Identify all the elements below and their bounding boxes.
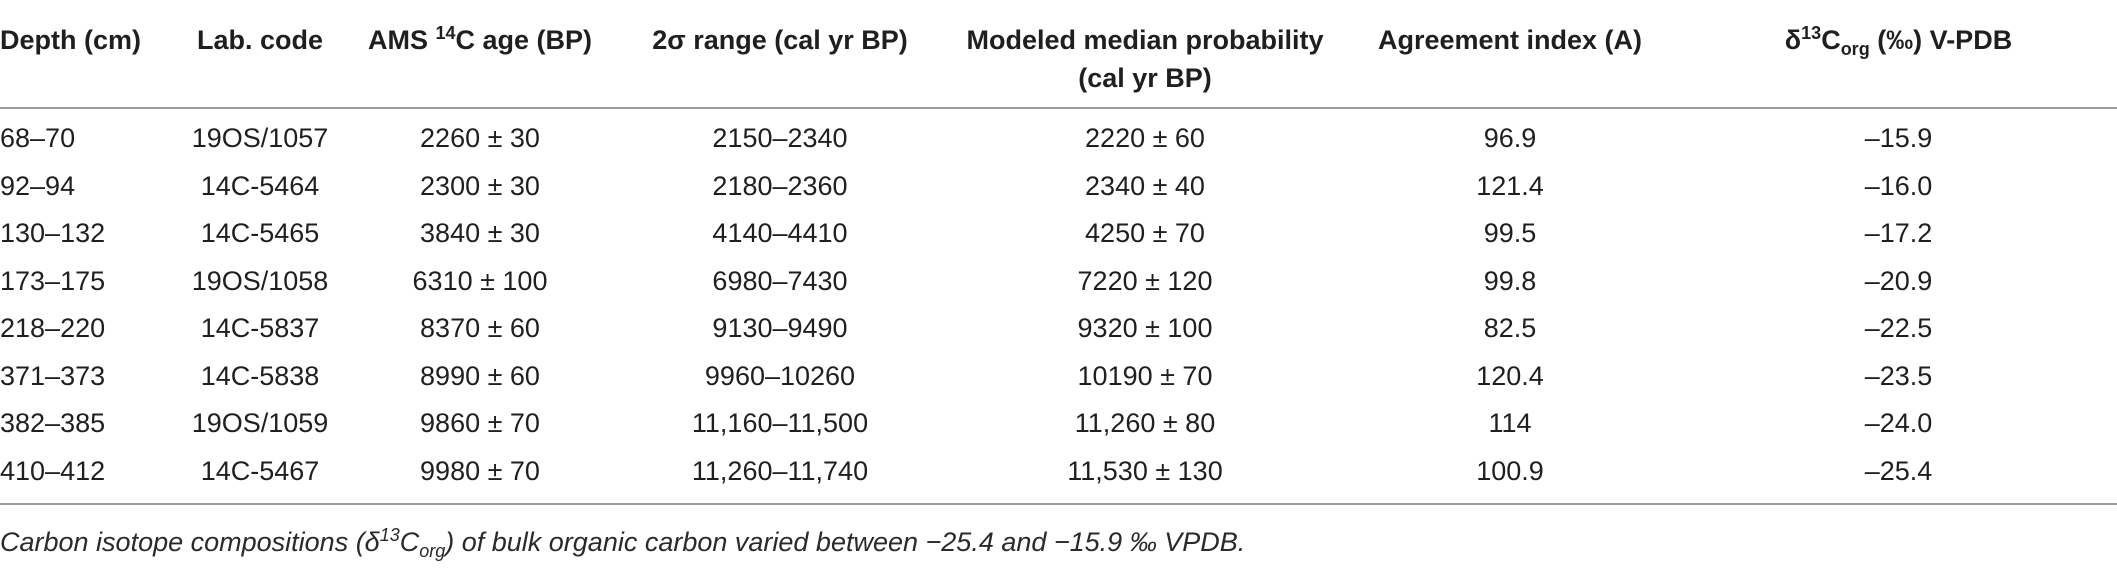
cell-ams-age: 3840 ± 30 (420, 218, 540, 249)
cell-agreement-index: 96.9 (1483, 123, 1537, 154)
cell-ams-age: 9860 ± 70 (420, 408, 540, 439)
cell-delta13c: –24.0 (1864, 408, 1933, 439)
cell-depth: 382–385 (0, 408, 106, 439)
cell-2sigma-range: 4140–4410 (712, 218, 848, 249)
cell-agreement-index: 82.5 (1483, 313, 1537, 344)
cell-2sigma-range: 6980–7430 (712, 265, 848, 296)
cell-lab-code: 14C-5838 (200, 360, 320, 391)
cell-lab-code: 14C-5465 (200, 218, 320, 249)
cell-agreement-index: 121.4 (1476, 170, 1544, 201)
cell-delta13c: –17.2 (1864, 218, 1933, 249)
table-row: 92–94 14C-5464 2300 ± 30 2180–2360 2340 ± 40… (0, 163, 2117, 211)
cell-modeled-median: 11,530 ± 130 (1067, 455, 1223, 486)
cell-2sigma-range: 2150–2340 (712, 123, 848, 154)
header-agreement-index: Agreement index (A) (1377, 25, 1643, 55)
cell-depth: 218–220 (0, 313, 106, 344)
cell-modeled-median: 9320 ± 100 (1077, 313, 1213, 344)
table-row: 382–385 19OS/1059 9860 ± 70 11,160–11,500 11… (0, 400, 2117, 448)
cell-agreement-index: 114 (1488, 408, 1532, 439)
cell-modeled-median: 4250 ± 70 (1085, 218, 1205, 249)
table-header-row: Depth (cm) Lab. code AMS 14C age (BP) 2σ… (0, 5, 2117, 108)
cell-depth: 410–412 (0, 455, 106, 486)
cell-lab-code: 19OS/1058 (191, 265, 329, 296)
table-row: 218–220 14C-5837 8370 ± 60 9130–9490 9320 ± … (0, 305, 2117, 353)
radiocarbon-table: Depth (cm) Lab. code AMS 14C age (BP) 2σ… (0, 5, 2117, 505)
cell-delta13c: –23.5 (1864, 360, 1933, 391)
cell-agreement-index: 99.5 (1483, 218, 1537, 249)
cell-depth: 130–132 (0, 218, 106, 249)
cell-lab-code: 14C-5464 (200, 170, 320, 201)
cell-ams-age: 8370 ± 60 (420, 313, 540, 344)
cell-2sigma-range: 11,260–11,740 (691, 455, 869, 486)
cell-2sigma-range: 11,160–11,500 (691, 408, 869, 439)
cell-delta13c: –16.0 (1864, 170, 1933, 201)
cell-agreement-index: 120.4 (1476, 360, 1544, 391)
cell-lab-code: 19OS/1057 (191, 123, 329, 154)
header-ams-age: AMS 14C age (BP) (367, 23, 593, 55)
cell-ams-age: 8990 ± 60 (420, 360, 540, 391)
cell-modeled-median: 11,260 ± 80 (1074, 408, 1216, 439)
cell-delta13c: –20.9 (1864, 265, 1933, 296)
cell-delta13c: –22.5 (1864, 313, 1933, 344)
cell-lab-code: 14C-5467 (200, 455, 320, 486)
cell-2sigma-range: 9130–9490 (712, 313, 848, 344)
cell-ams-age: 6310 ± 100 (412, 265, 548, 296)
cell-lab-code: 14C-5837 (200, 313, 320, 344)
cell-depth: 173–175 (0, 265, 106, 296)
cell-modeled-median: 7220 ± 120 (1077, 265, 1213, 296)
cell-modeled-median: 2220 ± 60 (1085, 123, 1205, 154)
table-row: 173–175 19OS/1058 6310 ± 100 6980–7430 7220 … (0, 258, 2117, 306)
cell-modeled-median: 2340 ± 40 (1085, 170, 1205, 201)
table-caption: Carbon isotope compositions (δ13Corg) of… (0, 525, 1246, 561)
table-row: 371–373 14C-5838 8990 ± 60 9960–10260 10190 … (0, 353, 2117, 401)
header-lab-code: Lab. code (196, 25, 324, 55)
cell-ams-age: 9980 ± 70 (420, 455, 540, 486)
cell-modeled-median: 10190 ± 70 (1077, 360, 1213, 391)
cell-agreement-index: 100.9 (1476, 455, 1544, 486)
cell-2sigma-range: 9960–10260 (704, 360, 856, 391)
cell-agreement-index: 99.8 (1483, 265, 1537, 296)
header-delta13c: δ13Corg (‰) V-PDB (1784, 23, 2013, 59)
table-row: 410–412 14C-5467 9980 ± 70 11,260–11,740 11,… (0, 448, 2117, 504)
cell-ams-age: 2300 ± 30 (420, 170, 540, 201)
cell-2sigma-range: 2180–2360 (712, 170, 848, 201)
header-depth: Depth (cm) (0, 25, 141, 55)
cell-depth: 68–70 (0, 123, 76, 154)
header-modeled-median: Modeled median probability (cal yr BP) (966, 25, 1324, 93)
cell-depth: 371–373 (0, 360, 106, 391)
cell-lab-code: 19OS/1059 (191, 408, 329, 439)
cell-ams-age: 2260 ± 30 (420, 123, 540, 154)
cell-depth: 92–94 (0, 170, 76, 201)
table-row: 68–70 19OS/1057 2260 ± 30 2150–2340 2220 ± 6… (0, 108, 2117, 163)
header-2sigma-range: 2σ range (cal yr BP) (652, 25, 908, 55)
cell-delta13c: –15.9 (1864, 123, 1933, 154)
table-row: 130–132 14C-5465 3840 ± 30 4140–4410 4250 ± … (0, 210, 2117, 258)
cell-delta13c: –25.4 (1864, 455, 1933, 486)
